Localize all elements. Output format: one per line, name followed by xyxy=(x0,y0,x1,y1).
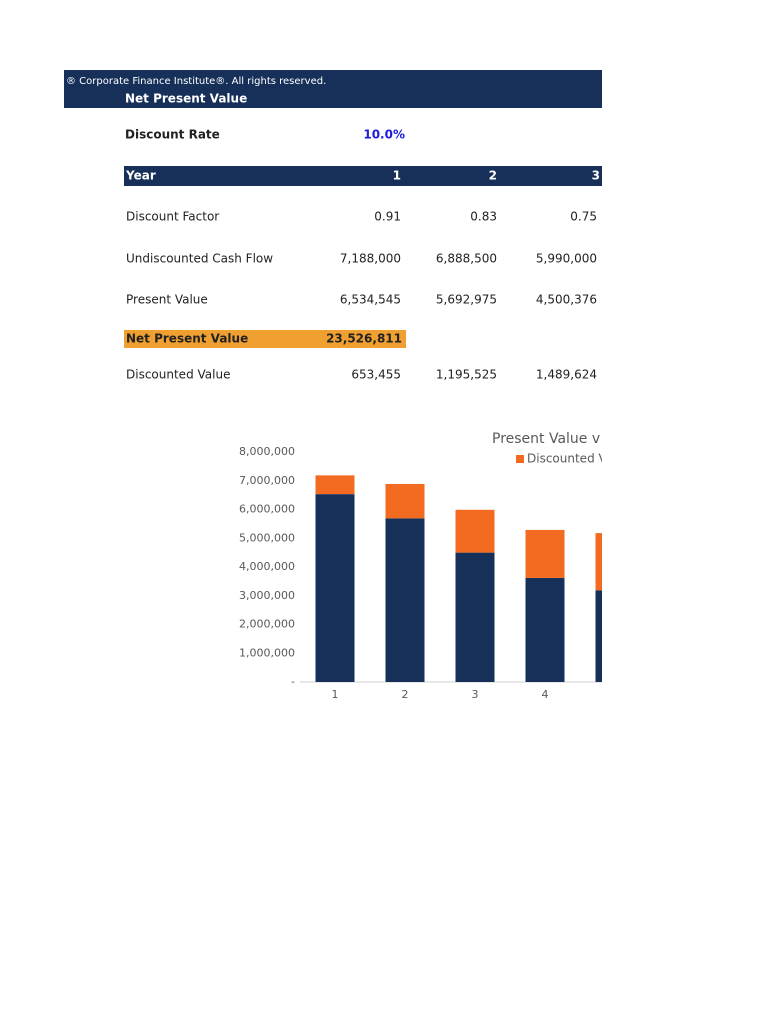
year-header: 3 xyxy=(592,169,600,183)
bar-segment xyxy=(595,533,602,591)
npv-row-bg xyxy=(124,330,406,348)
x-tick-label: 1 xyxy=(332,688,339,701)
cell-value: 0.91 xyxy=(374,210,401,224)
year-header: 1 xyxy=(393,169,401,183)
bar-segment xyxy=(385,518,425,682)
cell-value: 1,489,624 xyxy=(536,368,597,382)
chart-title: Present Value v xyxy=(492,431,600,447)
bar-segment xyxy=(595,590,602,682)
y-tick-label: 2,000,000 xyxy=(239,618,295,631)
npv-value: 23,526,811 xyxy=(326,332,402,346)
cell-value: 6,888,500 xyxy=(436,252,497,266)
copyright: ® Corporate Finance Institute®. All righ… xyxy=(66,76,326,87)
x-tick-label: 3 xyxy=(472,688,479,701)
row-label: Discount Factor xyxy=(126,210,219,224)
chart: Present Value v - 1,000,000 2,000,000 3,000… xyxy=(239,431,607,701)
y-tick-label: - xyxy=(291,675,295,688)
bar-segment xyxy=(385,483,425,519)
year-header: Year xyxy=(125,169,156,183)
row-label: Present Value xyxy=(126,293,208,307)
cell-value: 4,500,376 xyxy=(536,293,597,307)
npv-label: Net Present Value xyxy=(126,332,248,346)
row-label: Undiscounted Cash Flow xyxy=(126,252,273,266)
y-tick-label: 7,000,000 xyxy=(239,474,295,487)
x-tick-label: 4 xyxy=(542,688,549,701)
cell-value: 0.83 xyxy=(470,210,497,224)
y-tick-label: 1,000,000 xyxy=(239,646,295,659)
discount-rate-label: Discount Rate xyxy=(125,128,220,142)
header-bar xyxy=(64,70,602,108)
cell-value: 5,990,000 xyxy=(536,252,597,266)
cell-value: 1,195,525 xyxy=(436,368,497,382)
bar-segment xyxy=(525,529,565,578)
cell-value: 5,692,975 xyxy=(436,293,497,307)
y-tick-label: 8,000,000 xyxy=(239,445,295,458)
bar-segment xyxy=(315,494,355,682)
legend-swatch xyxy=(516,455,524,463)
cell-value: 7,188,000 xyxy=(340,252,401,266)
cell-value: 653,455 xyxy=(351,368,401,382)
bar-segment xyxy=(315,475,355,495)
cell-value: 6,534,545 xyxy=(340,293,401,307)
y-tick-label: 6,000,000 xyxy=(239,503,295,516)
y-tick-label: 4,000,000 xyxy=(239,560,295,573)
cell-value: 0.75 xyxy=(570,210,597,224)
year-row-bg xyxy=(124,166,602,186)
x-tick-label: 2 xyxy=(402,688,409,701)
bar-segment xyxy=(525,577,565,682)
discount-rate-value: 10.0% xyxy=(363,128,405,142)
year-header: 2 xyxy=(489,169,497,183)
bar-segment xyxy=(455,509,495,553)
bar-segment xyxy=(455,552,495,682)
header-title: Net Present Value xyxy=(125,92,247,106)
y-tick-label: 3,000,000 xyxy=(239,589,295,602)
row-label: Discounted Value xyxy=(126,368,230,382)
legend-label: Discounted V xyxy=(527,452,607,466)
y-tick-label: 5,000,000 xyxy=(239,531,295,544)
